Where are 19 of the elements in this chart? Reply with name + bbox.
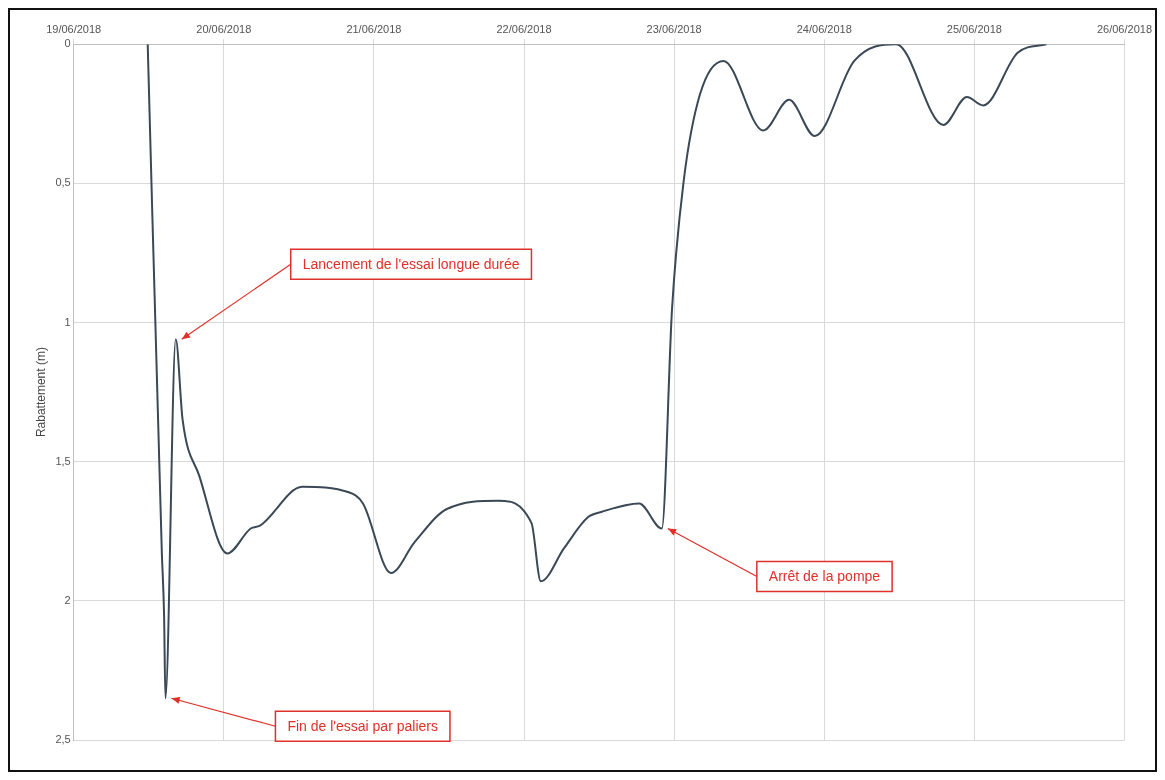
annotation: Lancement de l'essai longue durée (302, 256, 520, 273)
x-tick-label: 19/06/2018 (46, 22, 102, 35)
y-tick-label: 2,5 (55, 733, 71, 746)
annotation: Fin de l'essai par paliers (287, 718, 438, 735)
x-tick-label: 20/06/2018 (196, 22, 252, 35)
x-tick-label: 25/06/2018 (946, 22, 1002, 35)
annotation: Arrêt de la pompe (768, 568, 881, 585)
y-tick-label: 1,5 (55, 454, 71, 467)
y-tick-label: 0,5 (55, 176, 71, 189)
x-tick-label: 24/06/2018 (796, 22, 852, 35)
y-axis-title: Rabattement (m) (33, 347, 48, 438)
x-tick-label: 21/06/2018 (346, 22, 402, 35)
x-tick-label: 26/06/2018 (1096, 22, 1152, 35)
y-tick-label: 2 (64, 593, 71, 606)
x-tick-label: 22/06/2018 (496, 22, 552, 35)
x-tick-label: 23/06/2018 (646, 22, 702, 35)
line-series (146, 44, 1048, 700)
y-tick-label: 0 (64, 37, 71, 50)
y-tick-label: 1 (64, 315, 71, 328)
